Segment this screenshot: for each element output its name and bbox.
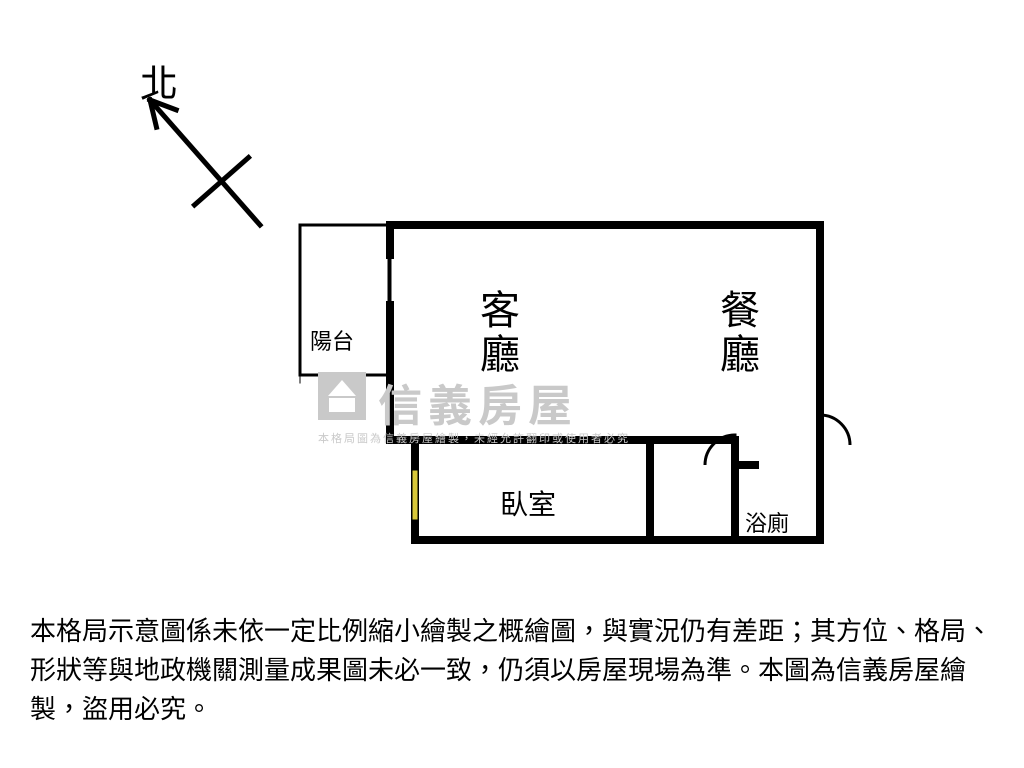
watermark-sub-text: 本格局圖為信義房屋繪製，未經允許翻印或使用者必究 xyxy=(318,430,630,446)
room-label-dining: 餐 廳 xyxy=(720,285,760,373)
room-label-living: 客 廳 xyxy=(480,285,520,373)
disclaimer-text: 本格局示意圖係未依一定比例縮小繪製之概繪圖，與實況仍有差距；其方位、格局、形狀等… xyxy=(30,610,994,727)
compass-label: 北 xyxy=(140,60,178,102)
room-label-bath: 浴廁 xyxy=(745,510,789,534)
watermark-logo-icon xyxy=(318,372,366,420)
floorplan-canvas: 北 陽台 客 廳 餐 廳 臥室 浴廁 信義房屋 本格局圖為信義房屋繪製，未經允許… xyxy=(0,0,1024,768)
room-label-balcony: 陽台 xyxy=(310,328,354,352)
watermark-main-text: 信義房屋 xyxy=(378,370,578,434)
room-label-bedroom: 臥室 xyxy=(500,488,556,519)
